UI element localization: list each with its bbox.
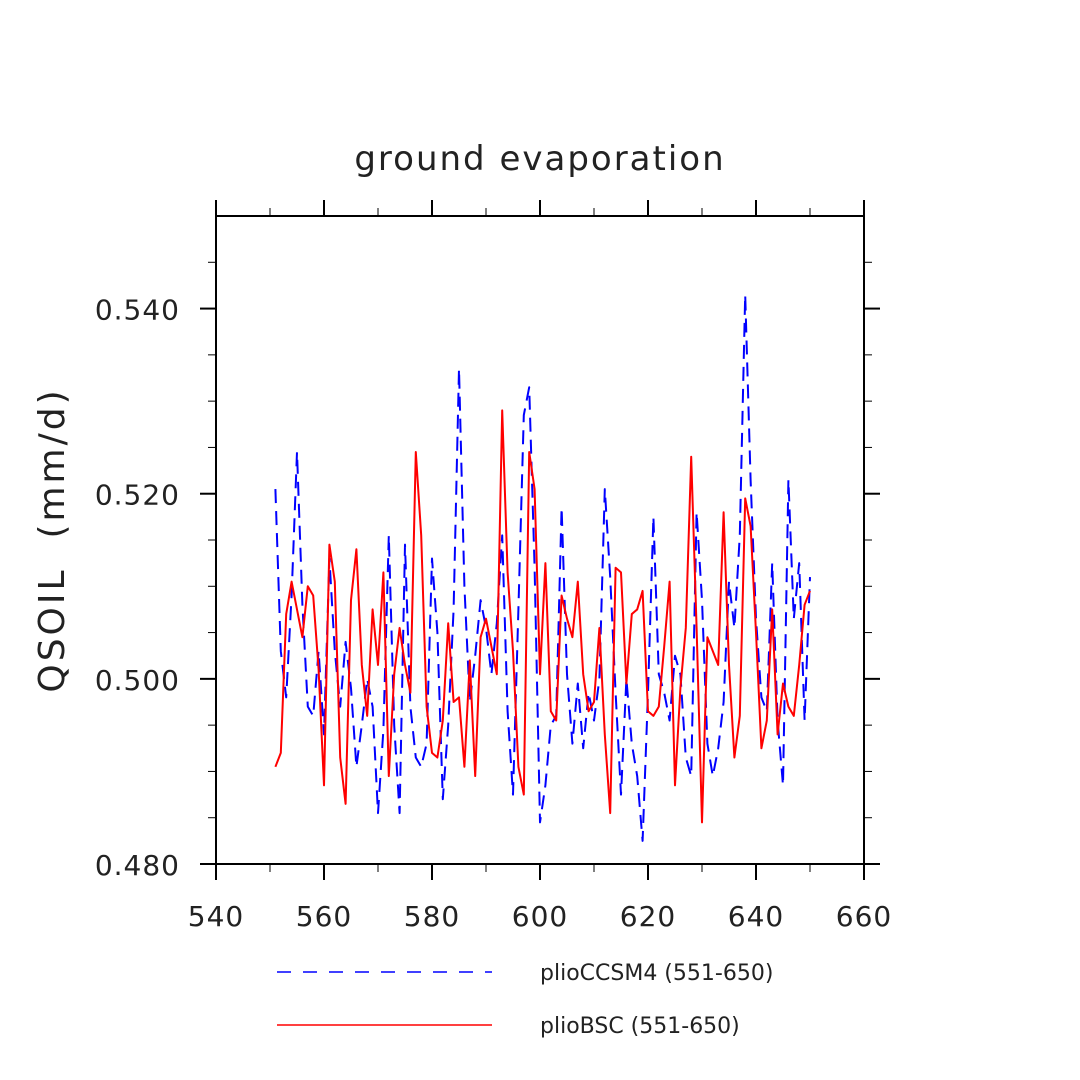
series-layer [274, 293, 811, 842]
x-tick-label: 580 [404, 900, 460, 933]
y-axis: 0.480 0.500 0.520 0.540 [95, 261, 880, 882]
series-line-plioCCSM4 [274, 293, 811, 842]
x-tick-label: 560 [296, 900, 352, 933]
x-tick-label: 660 [836, 900, 892, 933]
chart-title: ground evaporation [354, 139, 725, 179]
series-line-plioBSC [274, 409, 811, 824]
x-tick-label: 620 [620, 900, 676, 933]
x-tick-label: 640 [728, 900, 784, 933]
y-tick-label: 0.500 [95, 664, 180, 697]
plot-frame [215, 215, 865, 865]
y-tick-label: 0.520 [95, 479, 180, 512]
legend-label-plioCCSM4: plioCCSM4 (551-650) [540, 961, 773, 986]
x-tick-label: 540 [188, 900, 244, 933]
x-axis: 540 560 580 600 620 640 660 [188, 200, 892, 933]
legend-label-plioBSC: plioBSC (551-650) [540, 1014, 740, 1039]
y-tick-label: 0.540 [95, 294, 180, 327]
y-axis-label: QSOIL (mm/d) [32, 387, 73, 692]
legend: plioCCSM4 (551-650) plioBSC (551-650) [277, 961, 773, 1039]
y-tick-label: 0.480 [95, 849, 180, 882]
x-tick-label: 600 [512, 900, 568, 933]
